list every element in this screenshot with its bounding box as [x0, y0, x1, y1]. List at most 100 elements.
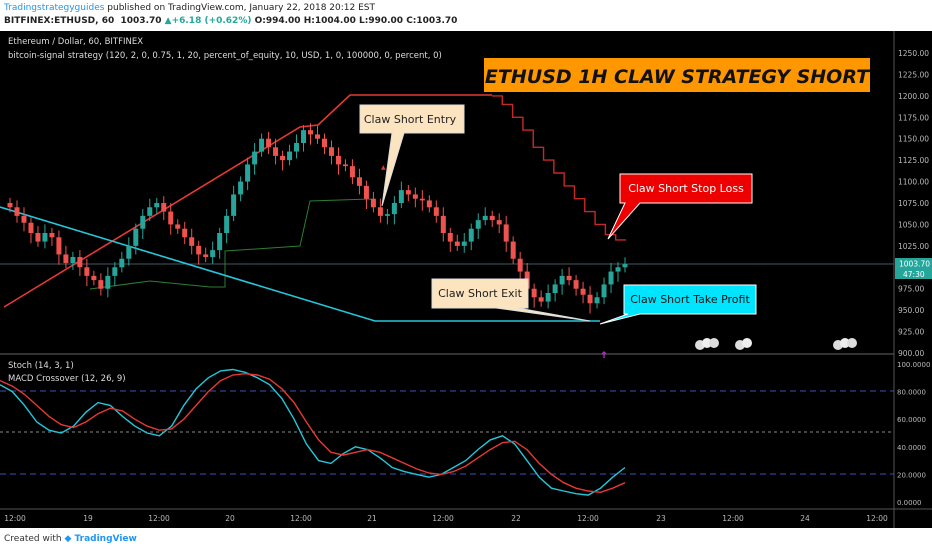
candle-body: [335, 155, 341, 165]
candle-body: [119, 258, 125, 268]
price-tick-label: 1250.00: [898, 49, 929, 58]
symbol-label: BITFINEX:ETHUSD, 60: [4, 16, 115, 26]
oscillator-axis[interactable]: 100.0000 80.0000 60.0000 40.0000 20.0000 0.00…: [897, 361, 930, 507]
candle-body: [426, 200, 432, 208]
candle-body: [217, 233, 223, 251]
candle-body: [566, 275, 572, 281]
time-tick-label: 12:00: [722, 514, 744, 523]
candle-body: [266, 138, 272, 148]
stoch-d-line: [0, 372, 626, 494]
price-tick-label: 1150.00: [898, 135, 929, 144]
candle-body: [175, 224, 181, 229]
candle-body: [370, 198, 376, 208]
candle-body: [147, 207, 153, 216]
close-value: C:1003.70: [406, 16, 458, 26]
last-price-badge: [895, 258, 932, 269]
cyan-trend-line: [0, 206, 600, 322]
candle-body: [622, 264, 628, 268]
candle-body: [112, 267, 118, 276]
time-tick-label: 12:00: [4, 514, 26, 523]
candle-body: [496, 220, 502, 225]
candle-body: [461, 241, 467, 246]
time-tick-label: 12:00: [866, 514, 888, 523]
exit-callout-text: Claw Short Exit: [438, 287, 523, 300]
stop-callout-bubble: [607, 173, 753, 240]
osc-tick-label: 100.0000: [897, 361, 930, 369]
candle-body: [363, 185, 369, 199]
candle-body: [489, 215, 495, 221]
price-axis[interactable]: 1250.00 1225.00 1200.00 1175.00 1150.00 1125.…: [898, 49, 929, 358]
published-text: published on TradingView.com, January 22…: [107, 3, 375, 13]
candle-body: [182, 228, 188, 238]
time-axis[interactable]: 12:00 19 12:00 20 12:00 21 12:00 22 12:00 23 12:00…: [4, 514, 888, 523]
take-profit-callout-bubble: [599, 284, 757, 325]
candle-body: [573, 280, 579, 289]
candle-body: [133, 228, 139, 246]
candle-body: [21, 215, 27, 223]
candle-body: [161, 203, 167, 212]
price-tick-label: 925.00: [898, 328, 924, 337]
osc-tick-label: 80.0000: [897, 389, 926, 397]
candle-body: [287, 151, 293, 161]
candle-body: [356, 177, 362, 186]
candle-body: [105, 275, 111, 289]
candle-body: [140, 215, 146, 229]
time-tick-label: 20: [225, 514, 235, 523]
candle-body: [503, 224, 509, 242]
candle-body: [377, 207, 383, 216]
osc-tick-label: 20.0000: [897, 471, 926, 479]
flag-icon[interactable]: [847, 338, 857, 348]
osc-tick-label: 60.0000: [897, 416, 926, 424]
candle-body: [433, 207, 439, 216]
price-tick-label: 1200.00: [898, 92, 929, 101]
candle-body: [405, 190, 411, 195]
price-tick-label: 1050.00: [898, 220, 929, 229]
candle-body: [84, 267, 90, 276]
osc-tick-label: 0.0000: [897, 499, 922, 507]
flag-icon[interactable]: [742, 338, 752, 348]
candle-body: [280, 155, 286, 161]
up-arrow-icon: ▲: [164, 16, 172, 26]
candle-body: [510, 241, 516, 259]
exit-callout-bubble: [431, 278, 591, 322]
candle-body: [273, 147, 279, 156]
author-link[interactable]: Tradingstrategyguides: [4, 3, 105, 13]
flag-icon[interactable]: [702, 338, 712, 348]
time-tick-label: 23: [656, 514, 666, 523]
flag-icon[interactable]: [709, 338, 719, 348]
chart-area[interactable]: ▲ ⇑ ETHUSD 1H CLAW STRATEGY SHORT Claw S…: [0, 31, 932, 528]
flag-icon[interactable]: [840, 338, 850, 348]
price-chart[interactable]: ▲ ⇑ ETHUSD 1H CLAW STRATEGY SHORT Claw S…: [0, 31, 932, 528]
candle-body: [126, 245, 132, 259]
candle-body: [608, 271, 614, 285]
stop-loss-line: [492, 95, 626, 241]
tradingview-logo[interactable]: ◆ TradingView: [64, 534, 137, 544]
price-tick-label: 900.00: [898, 349, 924, 358]
candle-body: [580, 288, 586, 295]
candle-body: [468, 228, 474, 242]
candle-body: [189, 237, 195, 246]
entry-callout-bubble: [359, 104, 465, 207]
red-trend-line: [3, 94, 492, 308]
open-value: O:994.00: [254, 16, 301, 26]
price-tick-label: 1075.00: [898, 199, 929, 208]
candle-body: [63, 254, 69, 263]
candle-body: [49, 233, 55, 238]
candle-body: [545, 293, 551, 302]
price-tick-label: 1225.00: [898, 70, 929, 79]
candle-body: [419, 198, 425, 201]
event-flags[interactable]: [695, 338, 857, 350]
candle-body: [224, 215, 230, 233]
candle-body: [538, 297, 544, 302]
time-tick-label: 12:00: [432, 514, 454, 523]
stoch-legend: Stoch (14, 3, 1): [8, 361, 74, 371]
entry-signal-marker: ▲: [381, 164, 386, 171]
high-value: H:1004.00: [303, 16, 356, 26]
price-tick-label: 1125.00: [898, 156, 929, 165]
quote-line: BITFINEX:ETHUSD, 60 1003.70 ▲+6.18 (+0.6…: [4, 16, 457, 26]
candle-body: [231, 194, 237, 216]
time-tick-label: 12:00: [290, 514, 312, 523]
candle-body: [56, 237, 62, 255]
stoch-k-line: [0, 368, 626, 496]
candle-body: [245, 164, 251, 182]
